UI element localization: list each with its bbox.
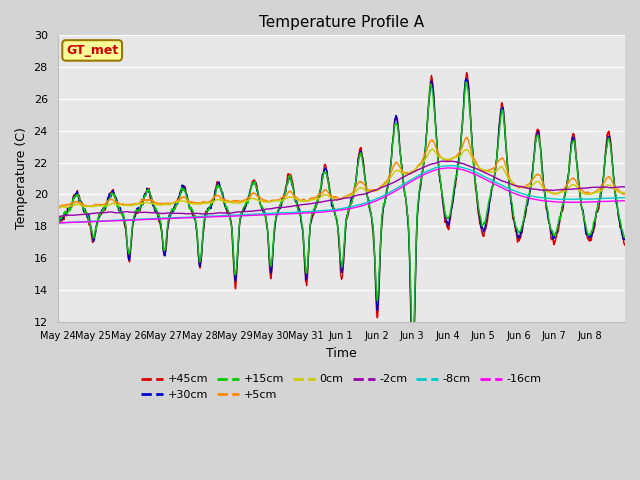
-8cm (545, 195, 552, 201)
X-axis label: Time: Time (326, 347, 356, 360)
+45cm (513, 233, 520, 239)
Text: GT_met: GT_met (66, 44, 118, 57)
-16cm (513, 192, 520, 197)
-2cm (54, 214, 61, 219)
+15cm (54, 218, 61, 224)
+15cm (545, 215, 552, 221)
+5cm (110, 198, 118, 204)
-2cm (233, 209, 241, 215)
+30cm (409, 357, 417, 363)
Line: -8cm: -8cm (58, 166, 625, 223)
0cm (614, 189, 621, 194)
-8cm (447, 163, 455, 168)
+5cm (513, 183, 520, 189)
Line: -16cm: -16cm (58, 168, 625, 223)
+45cm (614, 204, 621, 210)
-2cm (614, 184, 621, 190)
-16cm (54, 220, 61, 226)
-16cm (376, 197, 383, 203)
0cm (376, 186, 383, 192)
+5cm (463, 134, 470, 140)
-2cm (376, 185, 383, 191)
+5cm (621, 191, 629, 197)
+30cm (621, 237, 629, 242)
+30cm (545, 218, 552, 224)
+15cm (233, 262, 241, 268)
-16cm (545, 198, 552, 204)
-8cm (110, 217, 118, 223)
-8cm (513, 189, 520, 194)
0cm (429, 146, 436, 152)
Line: +5cm: +5cm (58, 137, 625, 207)
0cm (513, 183, 520, 189)
+5cm (613, 187, 621, 192)
+45cm (54, 218, 61, 224)
Line: +30cm: +30cm (58, 78, 625, 360)
+30cm (376, 273, 383, 278)
-16cm (233, 213, 241, 219)
+15cm (110, 192, 118, 198)
+15cm (614, 204, 621, 209)
-2cm (513, 183, 520, 189)
0cm (111, 201, 118, 207)
+5cm (545, 188, 552, 193)
+45cm (233, 272, 241, 278)
Line: 0cm: 0cm (58, 149, 625, 208)
+30cm (233, 266, 241, 272)
-16cm (445, 165, 452, 171)
+5cm (376, 185, 383, 191)
Line: +45cm: +45cm (58, 72, 625, 375)
+15cm (409, 345, 417, 350)
-8cm (613, 195, 621, 201)
-2cm (545, 187, 552, 193)
-2cm (438, 158, 446, 164)
0cm (54, 205, 61, 211)
+30cm (54, 217, 61, 223)
-8cm (54, 220, 61, 226)
Legend: +45cm, +30cm, +15cm, +5cm, 0cm, -2cm, -8cm, -16cm: +45cm, +30cm, +15cm, +5cm, 0cm, -2cm, -8… (136, 370, 546, 405)
+45cm (621, 241, 629, 247)
-2cm (54, 214, 62, 220)
+15cm (513, 226, 520, 231)
-8cm (621, 195, 629, 201)
+45cm (110, 191, 118, 197)
0cm (233, 200, 241, 206)
+45cm (376, 278, 383, 284)
-8cm (376, 195, 383, 201)
0cm (621, 190, 629, 195)
+30cm (463, 75, 470, 81)
-16cm (613, 198, 621, 204)
-2cm (621, 184, 629, 190)
0cm (545, 189, 552, 195)
+5cm (233, 198, 241, 204)
+5cm (54, 204, 61, 210)
+45cm (545, 218, 552, 224)
+45cm (463, 70, 470, 75)
+30cm (513, 228, 520, 234)
-2cm (111, 210, 118, 216)
0cm (54, 205, 62, 211)
+15cm (621, 233, 629, 239)
-16cm (621, 198, 629, 204)
+15cm (462, 79, 470, 85)
+45cm (409, 372, 417, 378)
Line: -2cm: -2cm (58, 161, 625, 217)
-8cm (233, 212, 241, 218)
+30cm (110, 191, 118, 197)
Title: Temperature Profile A: Temperature Profile A (259, 15, 424, 30)
Line: +15cm: +15cm (58, 82, 625, 348)
Y-axis label: Temperature (C): Temperature (C) (15, 128, 28, 229)
+30cm (614, 204, 621, 210)
-16cm (110, 218, 118, 224)
+15cm (376, 264, 383, 270)
